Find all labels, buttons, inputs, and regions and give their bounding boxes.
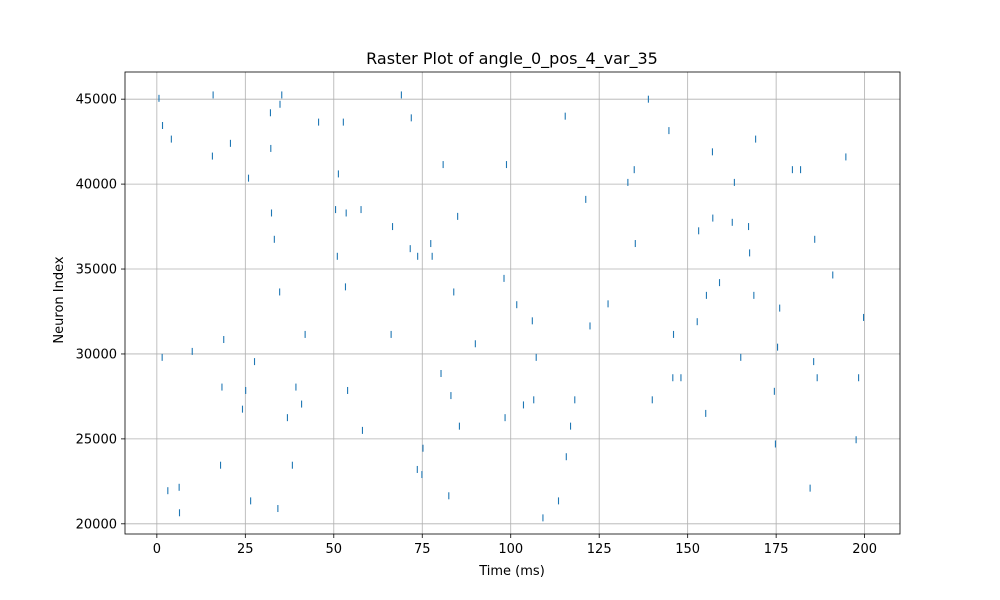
y-tick-label: 35000 — [76, 263, 117, 278]
x-tick-label: 150 — [675, 542, 700, 557]
spike-series — [158, 91, 865, 522]
grid — [125, 72, 900, 534]
y-axis-label: Neuron Index — [52, 256, 67, 343]
x-tick-label: 200 — [852, 542, 877, 557]
y-tick-label: 45000 — [76, 93, 117, 108]
x-tick-label: 100 — [498, 542, 523, 557]
x-tick-label: 0 — [153, 542, 161, 557]
chart-title: Raster Plot of angle_0_pos_4_var_35 — [366, 49, 658, 69]
x-tick-label: 75 — [414, 542, 431, 557]
y-tick-label: 30000 — [76, 347, 117, 362]
x-axis-label: Time (ms) — [478, 564, 545, 579]
y-axis: 20000 25000 30000 35000 40000 45000 — [76, 93, 125, 532]
x-tick-label: 50 — [326, 542, 343, 557]
x-tick-label: 25 — [237, 542, 254, 557]
x-tick-label: 175 — [764, 542, 789, 557]
x-axis: 0 25 50 75 100 125 150 175 200 — [153, 534, 877, 557]
y-tick-label: 25000 — [76, 432, 117, 447]
y-tick-label: 20000 — [76, 517, 117, 532]
x-tick-label: 125 — [587, 542, 612, 557]
plot-frame — [124, 71, 901, 535]
y-tick-label: 40000 — [76, 178, 117, 193]
